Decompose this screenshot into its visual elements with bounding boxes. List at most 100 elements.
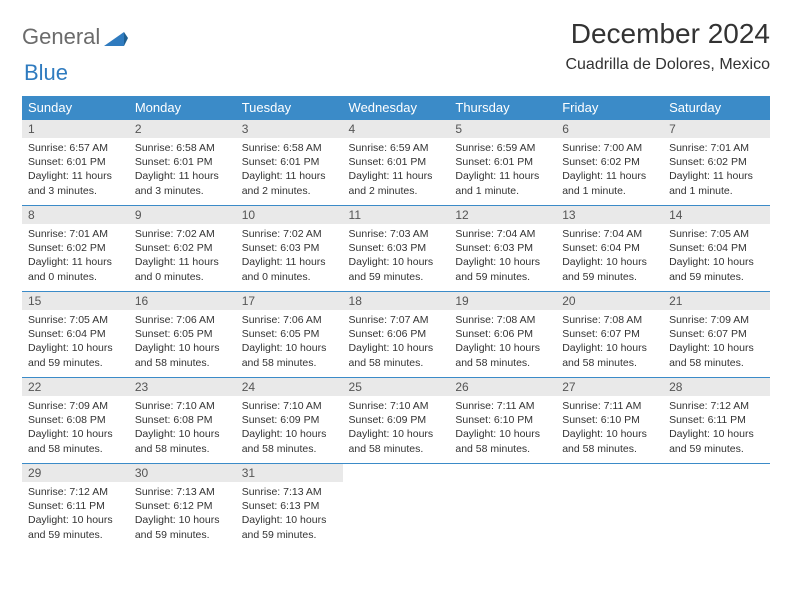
day-details: Sunrise: 7:12 AMSunset: 6:11 PMDaylight:…	[663, 396, 770, 462]
sunset-line: Sunset: 6:01 PM	[242, 155, 337, 169]
sunset-line: Sunset: 6:04 PM	[562, 241, 657, 255]
sunset-line: Sunset: 6:11 PM	[28, 499, 123, 513]
day-number: 30	[129, 464, 236, 482]
day-number: 25	[343, 378, 450, 396]
calendar-day-cell: 10Sunrise: 7:02 AMSunset: 6:03 PMDayligh…	[236, 206, 343, 292]
daylight-line: Daylight: 10 hours and 59 minutes.	[242, 513, 337, 541]
brand-text-2: Blue	[24, 60, 68, 85]
calendar-day-cell: 8Sunrise: 7:01 AMSunset: 6:02 PMDaylight…	[22, 206, 129, 292]
calendar-day-cell: 28Sunrise: 7:12 AMSunset: 6:11 PMDayligh…	[663, 378, 770, 464]
daylight-line: Daylight: 10 hours and 58 minutes.	[562, 427, 657, 455]
daylight-line: Daylight: 10 hours and 58 minutes.	[242, 341, 337, 369]
day-number: 6	[556, 120, 663, 138]
sunrise-line: Sunrise: 7:06 AM	[135, 313, 230, 327]
day-number: 19	[449, 292, 556, 310]
sunset-line: Sunset: 6:02 PM	[28, 241, 123, 255]
brand-text-1: General	[22, 24, 100, 50]
sunset-line: Sunset: 6:13 PM	[242, 499, 337, 513]
calendar-empty-cell	[449, 464, 556, 550]
sunset-line: Sunset: 6:05 PM	[135, 327, 230, 341]
sunrise-line: Sunrise: 7:10 AM	[135, 399, 230, 413]
calendar-body: 1Sunrise: 6:57 AMSunset: 6:01 PMDaylight…	[22, 120, 770, 550]
calendar-week-row: 8Sunrise: 7:01 AMSunset: 6:02 PMDaylight…	[22, 206, 770, 292]
calendar-day-cell: 15Sunrise: 7:05 AMSunset: 6:04 PMDayligh…	[22, 292, 129, 378]
calendar-day-cell: 11Sunrise: 7:03 AMSunset: 6:03 PMDayligh…	[343, 206, 450, 292]
sunrise-line: Sunrise: 7:02 AM	[242, 227, 337, 241]
sunrise-line: Sunrise: 7:12 AM	[669, 399, 764, 413]
day-number: 11	[343, 206, 450, 224]
month-title: December 2024	[565, 18, 770, 50]
day-number: 2	[129, 120, 236, 138]
sunset-line: Sunset: 6:01 PM	[455, 155, 550, 169]
weekday-header: Tuesday	[236, 96, 343, 120]
sunset-line: Sunset: 6:11 PM	[669, 413, 764, 427]
sunset-line: Sunset: 6:10 PM	[562, 413, 657, 427]
calendar-day-cell: 22Sunrise: 7:09 AMSunset: 6:08 PMDayligh…	[22, 378, 129, 464]
sunset-line: Sunset: 6:01 PM	[349, 155, 444, 169]
weekday-header: Thursday	[449, 96, 556, 120]
day-number: 27	[556, 378, 663, 396]
calendar-week-row: 15Sunrise: 7:05 AMSunset: 6:04 PMDayligh…	[22, 292, 770, 378]
sunrise-line: Sunrise: 7:12 AM	[28, 485, 123, 499]
sunset-line: Sunset: 6:05 PM	[242, 327, 337, 341]
calendar-day-cell: 16Sunrise: 7:06 AMSunset: 6:05 PMDayligh…	[129, 292, 236, 378]
weekday-header: Wednesday	[343, 96, 450, 120]
sunrise-line: Sunrise: 7:11 AM	[562, 399, 657, 413]
sunrise-line: Sunrise: 7:01 AM	[669, 141, 764, 155]
calendar-week-row: 29Sunrise: 7:12 AMSunset: 6:11 PMDayligh…	[22, 464, 770, 550]
sunrise-line: Sunrise: 7:04 AM	[455, 227, 550, 241]
day-number: 3	[236, 120, 343, 138]
calendar-day-cell: 29Sunrise: 7:12 AMSunset: 6:11 PMDayligh…	[22, 464, 129, 550]
calendar-day-cell: 2Sunrise: 6:58 AMSunset: 6:01 PMDaylight…	[129, 120, 236, 206]
day-number: 14	[663, 206, 770, 224]
sunset-line: Sunset: 6:02 PM	[669, 155, 764, 169]
sunrise-line: Sunrise: 7:02 AM	[135, 227, 230, 241]
daylight-line: Daylight: 11 hours and 3 minutes.	[135, 169, 230, 197]
sunset-line: Sunset: 6:08 PM	[135, 413, 230, 427]
daylight-line: Daylight: 10 hours and 58 minutes.	[562, 341, 657, 369]
weekday-header: Saturday	[663, 96, 770, 120]
day-number: 8	[22, 206, 129, 224]
calendar-day-cell: 3 Sunrise: 6:58 AMSunset: 6:01 PMDaylight…	[236, 120, 343, 206]
sunset-line: Sunset: 6:12 PM	[135, 499, 230, 513]
day-details: Sunrise: 6:58 AMSunset: 6:01 PMDaylight:…	[129, 138, 236, 204]
day-details: Sunrise: 7:06 AMSunset: 6:05 PMDaylight:…	[236, 310, 343, 376]
sunrise-line: Sunrise: 7:13 AM	[135, 485, 230, 499]
daylight-line: Daylight: 10 hours and 58 minutes.	[669, 341, 764, 369]
sunset-line: Sunset: 6:03 PM	[455, 241, 550, 255]
sunset-line: Sunset: 6:04 PM	[669, 241, 764, 255]
sunrise-line: Sunrise: 6:58 AM	[242, 141, 337, 155]
sunrise-line: Sunrise: 7:00 AM	[562, 141, 657, 155]
daylight-line: Daylight: 11 hours and 2 minutes.	[242, 169, 337, 197]
weekday-header: Monday	[129, 96, 236, 120]
daylight-line: Daylight: 10 hours and 59 minutes.	[562, 255, 657, 283]
day-details: Sunrise: 7:10 AMSunset: 6:09 PMDaylight:…	[236, 396, 343, 462]
sunrise-line: Sunrise: 7:05 AM	[28, 313, 123, 327]
daylight-line: Daylight: 10 hours and 58 minutes.	[349, 341, 444, 369]
calendar-day-cell: 18Sunrise: 7:07 AMSunset: 6:06 PMDayligh…	[343, 292, 450, 378]
day-number: 4	[343, 120, 450, 138]
calendar-empty-cell	[343, 464, 450, 550]
calendar-day-cell: 31Sunrise: 7:13 AMSunset: 6:13 PMDayligh…	[236, 464, 343, 550]
sunrise-line: Sunrise: 7:08 AM	[562, 313, 657, 327]
sunrise-line: Sunrise: 7:11 AM	[455, 399, 550, 413]
day-details: Sunrise: 6:57 AMSunset: 6:01 PMDaylight:…	[22, 138, 129, 204]
calendar-day-cell: 5Sunrise: 6:59 AMSunset: 6:01 PMDaylight…	[449, 120, 556, 206]
sunset-line: Sunset: 6:01 PM	[135, 155, 230, 169]
calendar-day-cell: 20Sunrise: 7:08 AMSunset: 6:07 PMDayligh…	[556, 292, 663, 378]
title-block: December 2024 Cuadrilla de Dolores, Mexi…	[565, 18, 770, 74]
brand-mark-icon	[104, 28, 128, 46]
day-details: Sunrise: 7:01 AMSunset: 6:02 PMDaylight:…	[22, 224, 129, 290]
calendar-day-cell: 7Sunrise: 7:01 AMSunset: 6:02 PMDaylight…	[663, 120, 770, 206]
daylight-line: Daylight: 10 hours and 58 minutes.	[135, 341, 230, 369]
sunrise-line: Sunrise: 7:06 AM	[242, 313, 337, 327]
calendar-day-cell: 25Sunrise: 7:10 AMSunset: 6:09 PMDayligh…	[343, 378, 450, 464]
day-number: 13	[556, 206, 663, 224]
sunset-line: Sunset: 6:04 PM	[28, 327, 123, 341]
day-number: 20	[556, 292, 663, 310]
location-label: Cuadrilla de Dolores, Mexico	[565, 56, 770, 74]
day-details: Sunrise: 7:00 AMSunset: 6:02 PMDaylight:…	[556, 138, 663, 204]
day-number: 21	[663, 292, 770, 310]
sunrise-line: Sunrise: 7:09 AM	[28, 399, 123, 413]
daylight-line: Daylight: 11 hours and 2 minutes.	[349, 169, 444, 197]
